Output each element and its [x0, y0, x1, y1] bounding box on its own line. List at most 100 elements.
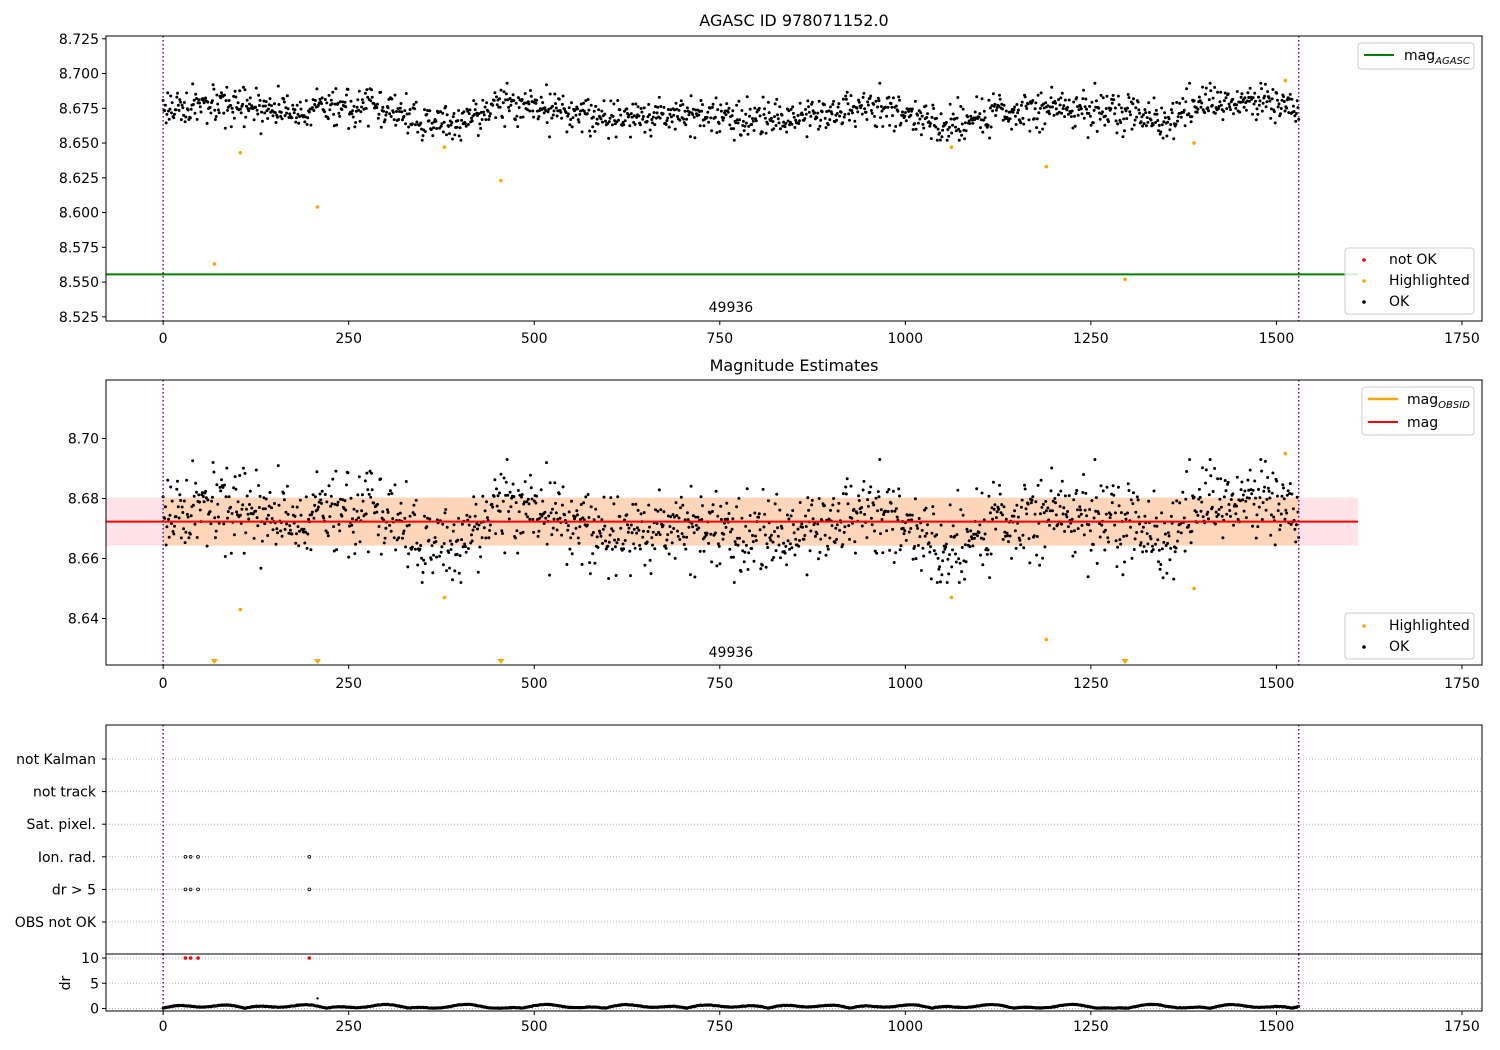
ok-point — [847, 524, 851, 528]
ok-point — [864, 110, 868, 114]
ok-point — [1091, 121, 1095, 125]
ok-point — [413, 547, 417, 551]
ok-point — [387, 492, 391, 496]
ok-point — [1026, 102, 1030, 106]
ok-point — [908, 107, 912, 111]
ok-point — [600, 109, 604, 113]
ok-point — [507, 105, 511, 109]
ok-point — [351, 517, 354, 521]
ok-point — [1285, 106, 1289, 110]
ok-point — [970, 118, 974, 122]
dr-obsid-boundaries — [162, 954, 1300, 1011]
ok-point — [185, 478, 189, 482]
ok-point — [199, 110, 203, 114]
ok-point — [1140, 530, 1144, 534]
ok-point — [943, 547, 947, 551]
ok-point — [929, 577, 933, 581]
ok-point — [1127, 96, 1131, 100]
ok-point — [1248, 468, 1252, 472]
ok-point — [634, 502, 638, 506]
ok-point — [1059, 96, 1063, 100]
ok-point — [622, 547, 626, 551]
ok-point — [945, 581, 949, 584]
ok-point — [1224, 96, 1228, 100]
ok-point — [1109, 513, 1113, 517]
ok-point — [183, 541, 187, 545]
ok-point — [361, 499, 365, 503]
ok-point — [655, 522, 659, 525]
ok-point — [535, 494, 539, 498]
ok-point — [453, 133, 457, 137]
ok-point — [1098, 117, 1102, 121]
ok-point — [1113, 106, 1117, 110]
ok-point — [338, 529, 342, 533]
ok-point — [730, 527, 734, 531]
ok-point — [182, 113, 186, 117]
ok-point — [560, 116, 564, 120]
ok-point — [766, 122, 770, 126]
ok-point — [214, 115, 218, 118]
ok-point — [647, 102, 651, 106]
ok-point — [1069, 115, 1073, 119]
ok-point — [560, 503, 564, 507]
ok-point — [751, 117, 754, 120]
ok-point — [614, 135, 618, 139]
ok-point — [611, 114, 615, 118]
ok-point — [360, 509, 364, 513]
ok-point — [1040, 505, 1044, 509]
ok-point — [439, 550, 443, 554]
ok-point — [1110, 101, 1114, 105]
ok-point — [944, 542, 948, 546]
ok-point — [747, 124, 751, 128]
ok-point — [317, 500, 321, 504]
ok-point — [631, 502, 635, 506]
ok-point — [213, 516, 217, 520]
ok-point — [381, 105, 385, 109]
ok-point — [169, 485, 173, 489]
ok-point — [501, 116, 504, 119]
magnitude-highlighted-points — [238, 451, 1288, 642]
ok-point — [523, 101, 526, 105]
legend-mag-label: mag — [1407, 415, 1438, 431]
highlighted-point — [1192, 586, 1196, 591]
ok-point — [531, 109, 535, 113]
ok-point — [504, 92, 508, 96]
ok-point — [167, 535, 171, 539]
ok-point — [459, 581, 463, 584]
ok-point — [586, 98, 590, 101]
ok-point — [635, 531, 639, 535]
ok-point — [697, 526, 701, 530]
ok-point — [557, 97, 561, 101]
ok-point — [349, 99, 353, 103]
ok-point — [982, 118, 986, 122]
ok-point — [599, 534, 603, 538]
ok-point — [993, 102, 997, 106]
ok-point — [282, 498, 286, 502]
ok-point — [750, 123, 754, 126]
ok-point — [177, 108, 181, 112]
ok-point — [1260, 518, 1264, 521]
ok-point — [852, 104, 856, 108]
ok-point — [180, 103, 184, 107]
ok-point — [536, 534, 540, 538]
ok-point — [257, 484, 261, 487]
ok-point — [198, 101, 201, 105]
ok-point — [1146, 542, 1150, 546]
ok-point — [1049, 489, 1053, 493]
ok-point — [353, 552, 357, 556]
ok-point — [1143, 514, 1147, 518]
ok-point — [449, 548, 453, 551]
ok-point — [672, 113, 676, 117]
ok-point — [1199, 105, 1203, 109]
ok-point — [865, 536, 869, 540]
ok-point — [1031, 495, 1035, 499]
ok-point — [599, 117, 603, 121]
ok-point — [729, 555, 733, 559]
ok-point — [722, 532, 726, 536]
ok-point — [274, 121, 278, 124]
ok-point — [629, 112, 633, 116]
ok-point — [570, 499, 573, 503]
ok-point — [526, 108, 529, 112]
ok-point — [386, 510, 390, 514]
ok-point — [1138, 522, 1142, 526]
